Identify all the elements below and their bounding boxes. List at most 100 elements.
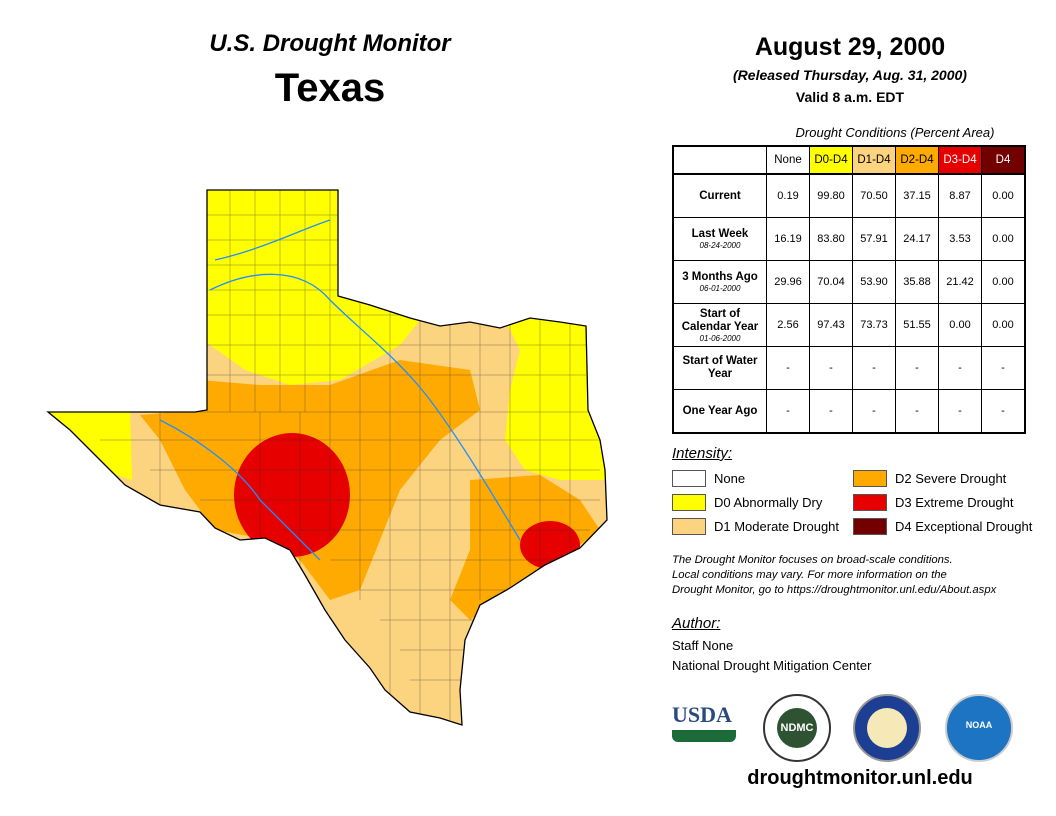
legend-item: D0 Abnormally Dry bbox=[672, 494, 822, 511]
table-cell: 70.50 bbox=[852, 173, 896, 218]
author-info: Staff None National Drought Mitigation C… bbox=[672, 636, 871, 676]
legend-item: None bbox=[672, 470, 745, 487]
river bbox=[159, 419, 321, 561]
legend-label: D3 Extreme Drought bbox=[895, 495, 1014, 510]
ndmc-logo: NDMC bbox=[763, 694, 831, 762]
legend-swatch bbox=[672, 518, 706, 535]
legend-label: D2 Severe Drought bbox=[895, 471, 1007, 486]
table-cell: - bbox=[981, 346, 1026, 390]
table-cell: 2.56 bbox=[766, 303, 810, 347]
river bbox=[214, 219, 331, 261]
col-d4: D4 bbox=[981, 145, 1026, 175]
table-cell: - bbox=[809, 346, 853, 390]
legend-swatch bbox=[853, 494, 887, 511]
legend-item: D2 Severe Drought bbox=[853, 470, 1006, 487]
legend-item: D4 Exceptional Drought bbox=[853, 518, 1032, 535]
commerce-logo bbox=[853, 694, 921, 762]
county-grid bbox=[48, 190, 600, 720]
d3-edwards-plateau bbox=[234, 433, 350, 557]
legend-item: D3 Extreme Drought bbox=[853, 494, 1014, 511]
row-label: 3 Months Ago 06-01-2000 bbox=[672, 260, 767, 304]
table-cell: 0.00 bbox=[938, 303, 982, 347]
table-cell: 83.80 bbox=[809, 217, 853, 261]
table-cell: 24.17 bbox=[895, 217, 939, 261]
table-cell: 70.04 bbox=[809, 260, 853, 304]
col-d3-d4: D3-D4 bbox=[938, 145, 982, 175]
col-d2-d4: D2-D4 bbox=[895, 145, 939, 175]
legend-swatch bbox=[672, 470, 706, 487]
table-row: 3 Months Ago 06-01-2000 29.96 70.04 53.90 35.… bbox=[672, 260, 1026, 304]
table-cell: 0.19 bbox=[766, 173, 810, 218]
col-none: None bbox=[766, 145, 810, 175]
table-cell: 37.15 bbox=[895, 173, 939, 218]
table-cell: - bbox=[938, 346, 982, 390]
d3-houston bbox=[520, 521, 580, 569]
usda-logo: USDA bbox=[672, 702, 736, 748]
table-cell: 51.55 bbox=[895, 303, 939, 347]
row-label: Start of Water Year bbox=[672, 346, 767, 390]
legend-label: None bbox=[714, 471, 746, 486]
table-cell: 8.87 bbox=[938, 173, 982, 218]
table-header-row: None D0-D4 D1-D4 D2-D4 D3-D4 D4 bbox=[673, 145, 1026, 175]
legend-label: D4 Exceptional Drought bbox=[895, 519, 1033, 534]
table-cell: - bbox=[852, 389, 896, 434]
table-cell: - bbox=[766, 389, 810, 434]
table-cell: - bbox=[852, 346, 896, 390]
table-cell: 97.43 bbox=[809, 303, 853, 347]
row-date: 06-01-2000 bbox=[699, 284, 741, 293]
valid-time: Valid 8 a.m. EDT bbox=[795, 89, 905, 105]
table-row: Last Week 08-24-2000 16.19 83.80 57.91 24.17 3… bbox=[672, 217, 1026, 261]
table-row: Current 0.19 99.80 70.50 37.15 8.87 0.00 bbox=[672, 173, 1026, 218]
legend-label: D1 Moderate Drought bbox=[714, 519, 840, 534]
table-cell: 29.96 bbox=[766, 260, 810, 304]
table-cell: 0.00 bbox=[981, 217, 1026, 261]
table-caption: Drought Conditions (Percent Area) bbox=[795, 125, 995, 140]
table-cell: - bbox=[981, 389, 1026, 434]
map-date: August 29, 2000 bbox=[754, 33, 946, 61]
col-d1-d4: D1-D4 bbox=[852, 145, 896, 175]
texas-drought-map bbox=[47, 189, 608, 726]
footer-url[interactable]: droughtmonitor.unl.edu bbox=[747, 767, 973, 789]
table-row: Start of Water Year - - - - - - bbox=[672, 346, 1026, 390]
table-cell: - bbox=[938, 389, 982, 434]
table-cell: 0.00 bbox=[981, 260, 1026, 304]
table-cell: 35.88 bbox=[895, 260, 939, 304]
disclaimer-note: The Drought Monitor focuses on broad-sca… bbox=[672, 554, 997, 596]
author-org: National Drought Mitigation Center bbox=[672, 658, 872, 673]
table-cell: 0.00 bbox=[981, 173, 1026, 218]
region-title: Texas bbox=[274, 66, 386, 110]
author-title: Author: bbox=[672, 615, 721, 632]
table-row: Start of Calendar Year 01-06-2000 2.56 97.4… bbox=[672, 303, 1026, 347]
table-cell: 73.73 bbox=[852, 303, 896, 347]
legend-title: Intensity: bbox=[672, 445, 733, 462]
drought-conditions-table: None D0-D4 D1-D4 D2-D4 D3-D4 D4 Current 0… bbox=[672, 145, 1026, 434]
row-date: 08-24-2000 bbox=[699, 241, 741, 250]
legend-label: D0 Abnormally Dry bbox=[714, 495, 823, 510]
table-cell: 0.00 bbox=[981, 303, 1026, 347]
d0-far-west bbox=[48, 400, 132, 480]
map-title: U.S. Drought Monitor bbox=[209, 30, 451, 57]
legend-swatch bbox=[672, 494, 706, 511]
release-date: (Released Thursday, Aug. 31, 2000) bbox=[733, 67, 967, 83]
row-label: Start of Calendar Year 01-06-2000 bbox=[672, 303, 767, 347]
table-cell: 53.90 bbox=[852, 260, 896, 304]
row-label: Current bbox=[672, 173, 767, 218]
table-cell: - bbox=[809, 389, 853, 434]
author-name: Staff None bbox=[672, 638, 734, 653]
table-cell: - bbox=[766, 346, 810, 390]
legend-swatch bbox=[853, 470, 887, 487]
river bbox=[209, 273, 521, 541]
table-cell: 16.19 bbox=[766, 217, 810, 261]
table-cell: 3.53 bbox=[938, 217, 982, 261]
row-label: One Year Ago bbox=[672, 389, 767, 434]
col-d0-d4: D0-D4 bbox=[809, 145, 853, 175]
table-cell: 57.91 bbox=[852, 217, 896, 261]
legend-item: D1 Moderate Drought bbox=[672, 518, 839, 535]
table-cell: 21.42 bbox=[938, 260, 982, 304]
row-date: 01-06-2000 bbox=[699, 333, 741, 343]
table-cell: - bbox=[895, 389, 939, 434]
table-cell: - bbox=[895, 346, 939, 390]
row-label: Last Week 08-24-2000 bbox=[672, 217, 767, 261]
table-row: One Year Ago - - - - - - bbox=[672, 389, 1026, 434]
